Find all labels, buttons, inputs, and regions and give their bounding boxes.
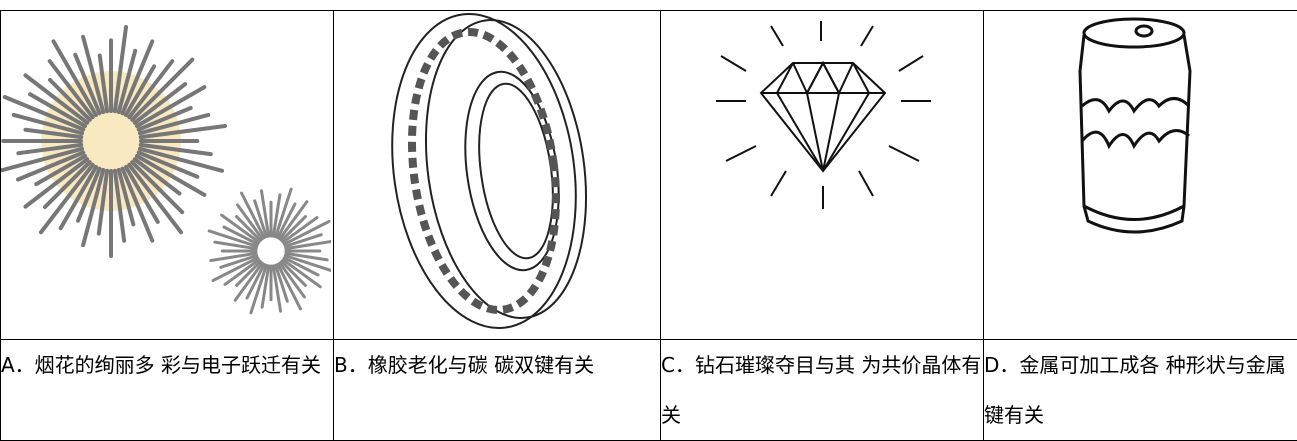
spark [245,262,266,300]
spark [138,142,213,157]
spark [207,229,259,248]
tire-image [391,13,588,329]
spark [233,261,264,302]
spark [58,164,98,231]
spark [219,254,259,269]
spark [136,105,193,132]
image-row [0,10,1297,340]
spark [132,157,182,196]
spark [116,48,138,115]
spark [112,24,129,114]
spark [271,193,282,238]
spark [283,233,323,248]
spark [137,112,211,136]
spark [127,59,175,120]
spark [120,166,155,243]
spark [47,59,95,120]
spark [2,94,86,132]
spark [34,154,88,187]
spark [23,127,84,140]
can-image [1078,17,1192,234]
spark [51,39,98,118]
question-table: A．烟花的绚丽多 彩与电子跃迁有关 B．橡胶老化与碳 碳双键有关 C．钻石璀璨夺… [0,10,1297,441]
spark [235,215,262,242]
spark [124,64,157,118]
fireworks-image [1,24,331,315]
image-cell [660,10,984,340]
spark [274,263,289,303]
spark [276,262,303,311]
spark [11,112,85,136]
spark [284,251,329,262]
spark [259,189,271,238]
image-cell [333,10,661,340]
spark [213,240,258,251]
spark [278,200,309,241]
spark [276,202,297,240]
diamond-image [716,21,931,209]
spark [81,167,106,248]
spark [81,34,106,115]
spark [136,150,200,179]
spark [281,216,319,244]
spark [222,225,260,246]
spark [116,167,136,227]
spark [280,215,307,242]
spark [236,203,264,241]
caption: A．烟花的绚丽多 彩与电子跃迁有关 [0,339,334,441]
caption-row: A．烟花的绚丽多 彩与电子跃迁有关 B．橡胶老化与碳 碳双键有关 C．钻石璀璨夺… [0,339,1297,441]
spark [120,39,155,116]
spark [124,164,160,224]
spark [278,261,306,299]
spark [211,256,260,283]
spark [220,213,261,244]
spark [38,162,95,235]
spark [209,251,258,263]
spark [127,162,184,235]
spark [130,160,185,215]
spark [253,199,268,239]
spark [48,78,92,122]
spark [132,82,188,125]
spark [283,254,331,273]
spark [16,142,84,156]
image-cell [0,10,334,340]
spark [282,219,331,246]
spark [16,150,86,182]
spark [130,57,195,122]
spark [23,157,90,209]
spark [75,166,102,223]
spark [73,52,102,116]
spark [239,191,266,240]
spark [223,258,261,286]
spark [280,260,307,287]
spark [23,73,90,125]
spark [249,263,268,315]
spark [281,258,322,289]
spark [138,123,228,140]
spark [1,146,85,173]
spark [137,146,225,173]
spark [28,92,88,128]
spark [235,260,262,287]
spark [42,160,92,210]
spark [271,264,283,313]
spark [134,85,207,128]
caption: C．钻石璀璨夺目与其 为共价晶体有关 [660,339,984,441]
spark [112,168,127,243]
caption: D．金属可加工成各 种形状与金属键有关 [983,339,1297,441]
caption: B．橡胶老化与碳 碳双键有关 [333,339,661,441]
spark [274,187,293,239]
spark [282,256,320,277]
spark [96,168,110,236]
spark [97,53,110,114]
spark [260,264,271,309]
spark [284,239,331,251]
image-cell [983,10,1297,340]
spark [134,154,207,197]
